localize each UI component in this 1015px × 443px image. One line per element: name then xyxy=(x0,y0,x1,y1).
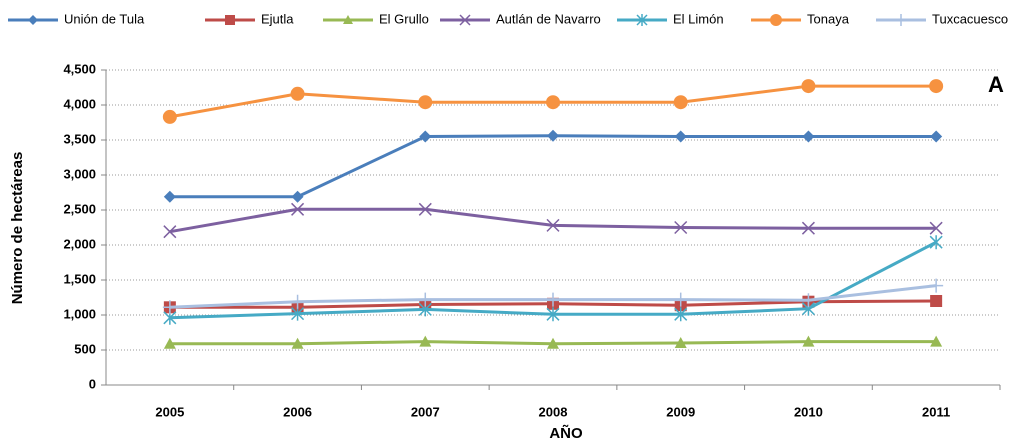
series-line xyxy=(169,207,937,234)
marker xyxy=(163,225,177,239)
marker xyxy=(163,337,176,349)
marker xyxy=(770,14,782,26)
marker xyxy=(162,300,177,315)
marker xyxy=(28,15,38,25)
y-tick-label: 3,000 xyxy=(63,166,96,181)
marker xyxy=(162,109,177,124)
x-tick-label: 2008 xyxy=(539,404,568,419)
marker xyxy=(291,190,304,203)
marker xyxy=(290,86,305,101)
y-tick-label: 2,000 xyxy=(63,236,96,251)
y-tick-label: 1,000 xyxy=(63,306,96,321)
marker xyxy=(802,335,815,347)
marker xyxy=(801,79,816,94)
x-tick-label: 2007 xyxy=(411,404,440,419)
marker xyxy=(929,235,943,250)
marker xyxy=(895,14,907,26)
marker xyxy=(225,15,235,25)
x-tick-label: 2010 xyxy=(794,404,823,419)
x-tick-label: 2006 xyxy=(283,404,312,419)
marker xyxy=(674,220,688,235)
marker xyxy=(802,130,815,143)
legend-label: Tonaya xyxy=(807,11,850,26)
series-line xyxy=(169,134,937,199)
marker xyxy=(674,337,687,348)
marker xyxy=(419,335,432,347)
y-tick-label: 500 xyxy=(74,341,96,356)
marker xyxy=(418,292,433,307)
marker xyxy=(291,202,305,216)
x-axis-title: AÑO xyxy=(549,424,583,442)
legend-label: Tuxcacuesco xyxy=(932,11,1008,26)
marker xyxy=(546,307,560,322)
marker xyxy=(547,337,559,349)
x-tick-label: 2005 xyxy=(155,404,184,419)
marker xyxy=(801,221,815,235)
y-tick-label: 0 xyxy=(89,376,96,391)
x-tick-label: 2009 xyxy=(666,404,695,419)
marker xyxy=(459,14,471,26)
legend-label: Unión de Tula xyxy=(64,11,145,26)
marker xyxy=(291,306,305,321)
marker xyxy=(546,292,560,307)
marker xyxy=(343,15,353,24)
y-tick-label: 2,500 xyxy=(63,201,96,216)
legend-label: Ejutla xyxy=(261,11,294,26)
marker xyxy=(673,95,688,110)
marker xyxy=(546,95,560,110)
marker xyxy=(673,292,688,307)
marker xyxy=(547,129,559,142)
y-axis-title: Número de hectáreas xyxy=(9,152,26,305)
marker xyxy=(419,130,432,143)
marker xyxy=(930,295,943,307)
legend-label: El Grullo xyxy=(379,11,429,26)
y-tick-label: 3,500 xyxy=(63,131,96,146)
marker xyxy=(636,14,648,26)
y-tick-label: 4,500 xyxy=(63,61,96,76)
marker xyxy=(291,337,304,349)
marker xyxy=(674,130,687,143)
marker xyxy=(929,278,944,293)
legend-label: Autlán de Navarro xyxy=(496,11,601,26)
marker xyxy=(929,79,944,94)
marker xyxy=(929,221,943,235)
marker xyxy=(674,307,688,322)
marker xyxy=(418,202,432,216)
marker xyxy=(801,293,816,308)
marker xyxy=(163,190,176,203)
marker xyxy=(418,95,433,110)
annotation: A xyxy=(988,72,1004,97)
y-tick-label: 1,500 xyxy=(63,271,96,286)
marker xyxy=(290,294,305,309)
marker xyxy=(930,335,943,347)
marker xyxy=(930,130,943,143)
y-tick-label: 4,000 xyxy=(63,96,96,111)
marker xyxy=(546,218,560,232)
legend-label: El Limón xyxy=(673,11,724,26)
x-tick-label: 2011 xyxy=(922,404,950,419)
